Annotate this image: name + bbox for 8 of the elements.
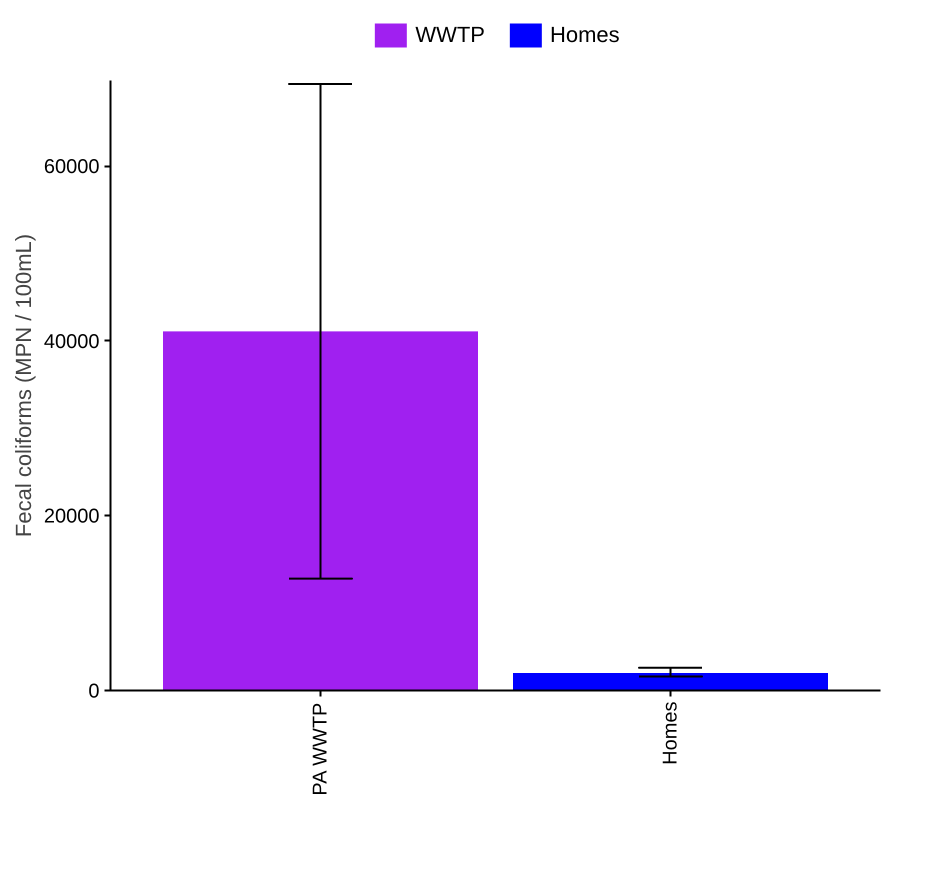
y-axis-title: Fecal coliforms (MPN / 100mL) bbox=[10, 234, 36, 538]
y-tick-label: 40000 bbox=[44, 330, 100, 353]
y-tick-label: 20000 bbox=[44, 506, 100, 528]
y-tick-label: 60000 bbox=[44, 156, 100, 178]
legend-label: Homes bbox=[550, 22, 620, 48]
y-tick-label: 0 bbox=[88, 680, 100, 702]
x-tick-label: PA WWTP bbox=[310, 702, 332, 796]
legend-label: WWTP bbox=[415, 22, 485, 48]
